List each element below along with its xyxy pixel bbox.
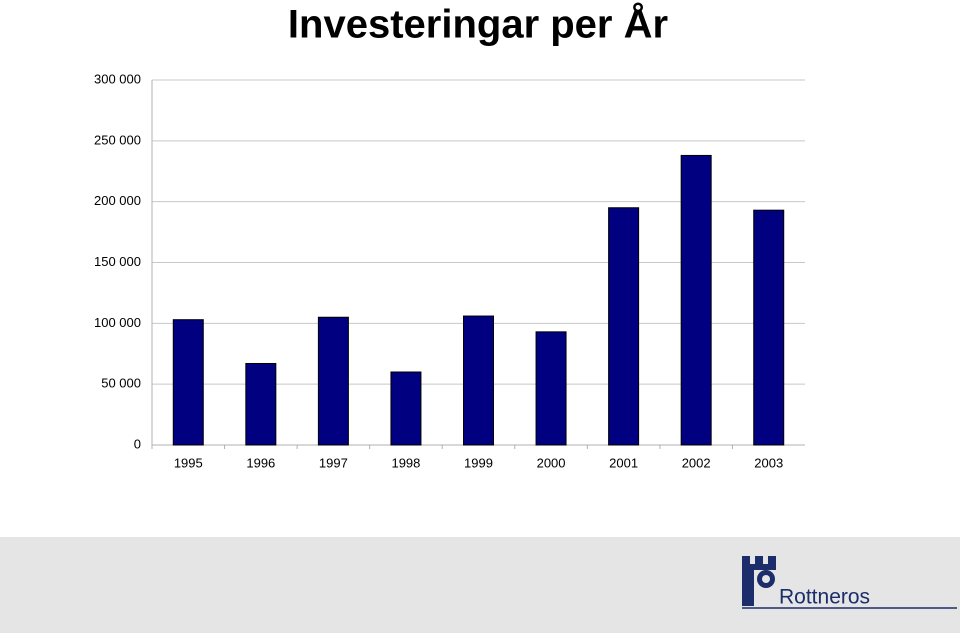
bar <box>680 154 712 446</box>
x-tick-label: 1995 <box>174 455 203 470</box>
x-tick-label: 2002 <box>682 455 711 470</box>
bar <box>245 362 277 446</box>
logo-icon <box>742 556 776 606</box>
y-tick-label: 150 000 <box>94 254 141 269</box>
footer-band <box>0 537 960 633</box>
chart-title: Investeringar per År <box>288 2 668 47</box>
y-tick-label: 250 000 <box>94 132 141 147</box>
x-tick-label: 1998 <box>391 455 420 470</box>
y-tick-label: 0 <box>134 436 141 451</box>
y-tick-label: 200 000 <box>94 193 141 208</box>
bar <box>390 371 422 446</box>
bar <box>317 316 349 446</box>
y-tick-label: 100 000 <box>94 315 141 330</box>
x-tick-label: 1996 <box>246 455 275 470</box>
y-tick-label: 300 000 <box>94 71 141 86</box>
bar <box>753 209 785 446</box>
x-tick-label: 2000 <box>537 455 566 470</box>
x-tick-label: 1997 <box>319 455 348 470</box>
x-tick-label: 2003 <box>754 455 783 470</box>
bar <box>463 315 494 446</box>
bar <box>172 319 204 446</box>
bar <box>535 331 567 446</box>
x-tick-label: 1999 <box>464 455 493 470</box>
x-tick-label: 2001 <box>609 455 638 470</box>
bar <box>608 207 640 446</box>
y-tick-label: 50 000 <box>101 376 141 391</box>
logo-text: Rottneros <box>779 586 870 609</box>
